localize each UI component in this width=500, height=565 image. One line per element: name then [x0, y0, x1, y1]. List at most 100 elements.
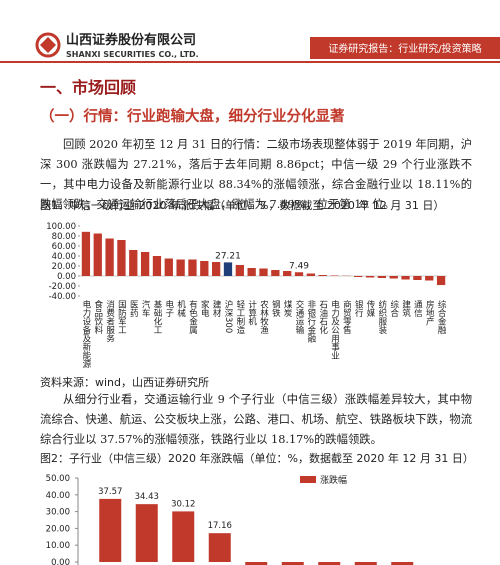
section-title: 一、市场回顾	[40, 78, 137, 97]
paragraph: 回顾 2020 年初至 12 月 31 日的行情：二级市场表现整体弱于 2019…	[40, 138, 472, 211]
y-tick-label: 80.00	[52, 232, 76, 242]
y-tick-label: 60.00	[52, 242, 76, 252]
x-tick-label: 电力设备及新能源	[81, 299, 91, 369]
bar	[172, 511, 195, 562]
bar	[99, 498, 122, 562]
bar	[212, 262, 221, 276]
y-tick-label: 20.00	[52, 262, 76, 272]
bar	[391, 562, 414, 565]
x-tick-label: 家电	[199, 299, 209, 317]
report-banner	[310, 37, 500, 59]
data-label: 7.49	[289, 261, 309, 271]
x-tick-label: 国防军工	[116, 300, 126, 334]
legend-label: 涨跌幅	[320, 474, 347, 486]
y-tick-label: 50.00	[46, 474, 70, 484]
x-tick-label: 商贸零售	[341, 299, 351, 335]
bar	[188, 259, 197, 276]
company-cn: 山西证券股份有限公司	[66, 32, 196, 48]
chart: -40.00-20.000.0020.0040.0060.0080.00100.…	[46, 222, 447, 369]
bar	[281, 562, 304, 565]
x-tick-label: 建材	[211, 299, 221, 317]
x-tick-label: 消费者服务	[105, 299, 115, 343]
paragraph: 从细分行业看，交通运输行业 9 个子行业（中信三级）涨跌幅差异较大，其中物流综合…	[40, 393, 472, 446]
x-tick-label: 汽车	[140, 299, 150, 318]
data-label: 27.21	[215, 251, 241, 261]
x-tick-label: 传媒	[365, 299, 375, 318]
logo-mark	[40, 37, 56, 53]
x-tick-label: 房地产	[424, 299, 434, 326]
x-tick-label: 电子	[164, 299, 174, 317]
figure-caption: 图2：子行业（中信三级）2020 年涨跌幅（单位：%，数据截至 2020 年 1…	[40, 452, 474, 465]
x-tick-label: 计算机	[247, 299, 257, 326]
bar	[223, 262, 233, 276]
x-tick-label: 轻工制造	[235, 299, 245, 335]
bar	[164, 258, 173, 276]
bar	[135, 504, 158, 562]
data-label: 30.12	[171, 499, 195, 509]
y-tick-label: 0.00	[57, 272, 76, 282]
bar	[389, 276, 398, 279]
x-tick-label: 有色金属	[187, 299, 197, 335]
y-tick-label: -20.00	[49, 282, 76, 292]
y-tick-label: 40.00	[52, 252, 76, 262]
subsection-title: （一）行情：行业跑输大盘，细分行业分化显著	[40, 108, 345, 125]
x-tick-label: 农林牧渔	[259, 299, 269, 334]
bar	[200, 261, 209, 276]
bar	[354, 276, 363, 277]
bar	[117, 240, 126, 276]
bar	[176, 259, 185, 276]
source: 资料来源：wind，山西证券研究所	[40, 376, 210, 389]
bar	[318, 275, 327, 276]
y-tick-label: 20.00	[46, 524, 70, 534]
bar	[140, 252, 150, 276]
bar	[247, 268, 256, 276]
bar	[377, 276, 387, 278]
company-en: SHANXI SECURITIES CO., LTD.	[66, 50, 199, 59]
bar	[271, 270, 280, 276]
bar	[330, 275, 339, 276]
data-label: 37.57	[98, 487, 122, 497]
data-label: 34.43	[135, 492, 159, 502]
bar	[401, 276, 410, 280]
bar	[152, 256, 162, 276]
bar	[245, 562, 268, 565]
logo	[35, 32, 61, 58]
legend-swatch	[300, 476, 316, 483]
bar	[208, 533, 231, 562]
bar	[365, 276, 375, 278]
x-tick-label: 电力及公用事业	[330, 299, 340, 359]
y-tick-label: 30.00	[46, 508, 70, 518]
data-label: 17.16	[208, 521, 232, 531]
bar	[259, 268, 268, 276]
bar	[235, 265, 244, 276]
bar	[318, 562, 341, 565]
bar	[93, 233, 102, 276]
x-tick-label: 建筑	[401, 299, 411, 318]
x-tick-label: 基础化工	[152, 299, 162, 334]
y-tick-label: -40.00	[49, 292, 76, 302]
x-tick-label: 钢铁	[270, 299, 280, 318]
bar	[81, 231, 91, 276]
x-tick-label: 综合	[389, 299, 399, 318]
x-tick-label: 综合金融	[436, 299, 446, 335]
x-tick-label: 非银行金融	[306, 299, 316, 343]
bar	[354, 562, 377, 565]
figure-caption: 图1：中信一级行业 2020 年涨跌幅（单位：%，数据截至 2020 年 12 …	[40, 199, 445, 212]
x-tick-label: 机械	[176, 299, 186, 318]
x-tick-label: 石油石化	[318, 300, 328, 335]
bar	[306, 273, 315, 276]
y-tick-label: 0.00	[51, 558, 70, 565]
bar	[294, 272, 304, 276]
y-tick-label: 100.00	[46, 222, 76, 232]
bar	[105, 238, 114, 276]
x-tick-label: 食品饮料	[93, 299, 103, 335]
header: 山西证券股份有限公司 SHANXI SECURITIES CO., LTD. 证…	[0, 32, 500, 63]
x-tick-label: 医药	[128, 300, 138, 318]
bar	[413, 276, 422, 280]
chart: 0.00 10.00 20.00 30.00 40.00 50.00 37.57 34.43 3…	[46, 474, 414, 565]
y-tick-label: 10.00	[46, 541, 70, 551]
bar	[425, 276, 434, 281]
x-tick-label: 交通运输	[294, 299, 304, 335]
x-tick-label: 沪深300	[223, 299, 233, 333]
